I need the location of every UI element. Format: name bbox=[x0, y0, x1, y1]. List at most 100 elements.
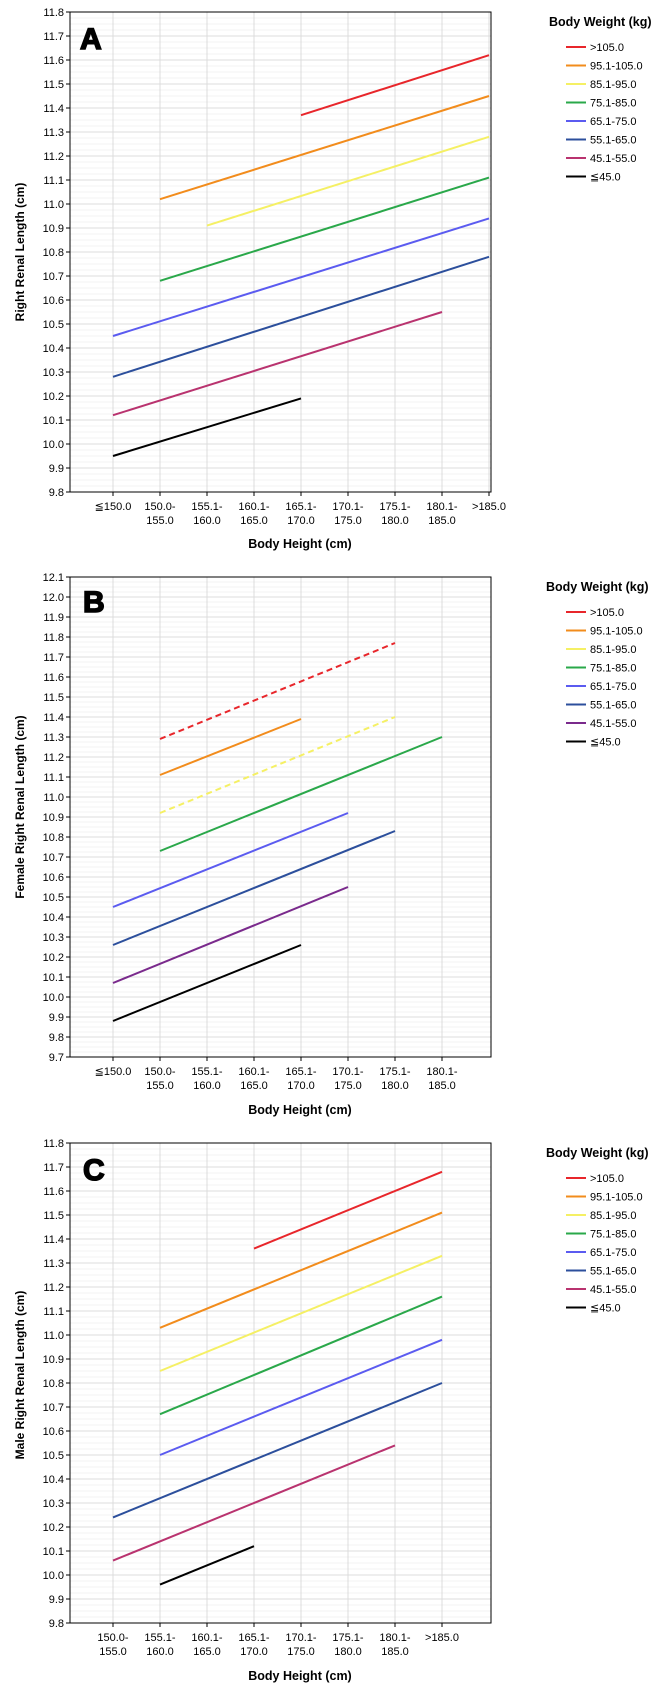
legend-label: 85.1-95.0 bbox=[590, 79, 636, 91]
x-tick-label: 170.1- bbox=[285, 1632, 317, 1644]
legend-label: 55.1-65.0 bbox=[590, 700, 636, 712]
x-tick-label: 180.0 bbox=[334, 1646, 362, 1658]
legend-label: >105.0 bbox=[590, 607, 624, 619]
series-line bbox=[112, 1382, 443, 1519]
x-axis-label: Body Height (cm) bbox=[248, 1103, 351, 1117]
y-tick-label: 10.6 bbox=[43, 1426, 64, 1438]
y-tick-label: 10.8 bbox=[43, 1378, 64, 1390]
legend-label: 75.1-85.0 bbox=[590, 663, 636, 675]
y-tick-label: 10.3 bbox=[43, 367, 64, 379]
x-tick-label: 170.1- bbox=[332, 1066, 364, 1078]
plot-frame bbox=[69, 576, 492, 1058]
y-tick-label: 9.9 bbox=[49, 463, 64, 475]
x-tick-label: 180.1- bbox=[379, 1632, 411, 1644]
x-tick-label: 180.0 bbox=[381, 515, 409, 527]
x-tick-label: >185.0 bbox=[425, 1632, 459, 1644]
y-tick-label: 10.1 bbox=[43, 1546, 64, 1558]
x-tick-label: 185.0 bbox=[428, 515, 456, 527]
y-tick-label: 11.5 bbox=[43, 79, 64, 91]
x-tick-label: 165.0 bbox=[240, 515, 268, 527]
x-tick-label: 170.0 bbox=[240, 1646, 268, 1658]
series-line bbox=[159, 1295, 443, 1416]
legend-label: 95.1-105.0 bbox=[590, 61, 643, 73]
y-tick-label: 11.0 bbox=[43, 199, 64, 211]
series-line bbox=[159, 736, 443, 852]
y-tick-label: 10.5 bbox=[43, 319, 64, 331]
y-tick-label: 11.9 bbox=[43, 612, 64, 624]
y-tick-label: 10.0 bbox=[43, 992, 64, 1004]
y-tick-label: 9.8 bbox=[49, 487, 64, 499]
y-tick-label: 11.5 bbox=[43, 1210, 64, 1222]
x-tick-label: 160.1- bbox=[238, 501, 270, 513]
series-line bbox=[112, 944, 302, 1022]
y-tick-label: 10.2 bbox=[43, 952, 64, 964]
x-tick-label: 155.1- bbox=[191, 501, 223, 513]
legend-title: Body Weight (kg) bbox=[546, 1146, 649, 1160]
x-tick-label: >185.0 bbox=[472, 501, 506, 513]
x-tick-label: ≦150.0 bbox=[95, 501, 132, 513]
y-tick-label: 9.9 bbox=[49, 1012, 64, 1024]
y-tick-label: 11.2 bbox=[43, 151, 64, 163]
x-tick-label: 170.0 bbox=[287, 1080, 315, 1092]
legend-label: 45.1-55.0 bbox=[590, 153, 636, 165]
x-tick-label: 175.0 bbox=[334, 1080, 362, 1092]
y-tick-label: 11.4 bbox=[43, 712, 64, 724]
x-tick-label: 170.1- bbox=[332, 501, 364, 513]
legend-label: 95.1-105.0 bbox=[590, 1192, 643, 1204]
x-tick-label: 165.1- bbox=[285, 1066, 317, 1078]
legend-label: 55.1-65.0 bbox=[590, 135, 636, 147]
panel-c: 9.8 9.9 10.0 10.1 10.2 10.3 10.4 10.5 10.6 10.7 10… bbox=[13, 1138, 649, 1683]
x-tick-label: 175.1- bbox=[379, 501, 411, 513]
series-line bbox=[159, 642, 396, 740]
panel-label: C bbox=[83, 1154, 105, 1187]
legend-label: >105.0 bbox=[590, 1173, 624, 1185]
x-tick-label: 160.0 bbox=[146, 1646, 174, 1658]
series-line bbox=[206, 135, 490, 227]
plot-frame bbox=[69, 11, 492, 493]
series-line bbox=[159, 1338, 443, 1456]
x-tick-label: 165.0 bbox=[240, 1080, 268, 1092]
legend-label: ≦45.0 bbox=[590, 1303, 621, 1315]
x-tick-label: 180.0 bbox=[381, 1080, 409, 1092]
legend-label: 85.1-95.0 bbox=[590, 644, 636, 656]
y-tick-label: 10.4 bbox=[43, 1474, 64, 1486]
series-line bbox=[112, 397, 302, 457]
series-line bbox=[159, 1211, 443, 1329]
x-tick-label: 185.0 bbox=[381, 1646, 409, 1658]
y-tick-label: 10.9 bbox=[43, 812, 64, 824]
y-axis-label: Male Right Renal Length (cm) bbox=[13, 1291, 27, 1460]
legend-label: 75.1-85.0 bbox=[590, 98, 636, 110]
series-line bbox=[159, 718, 302, 776]
series-line bbox=[159, 1545, 255, 1586]
plot-frame bbox=[69, 1142, 492, 1624]
y-tick-label: 10.1 bbox=[43, 415, 64, 427]
x-axis-label: Body Height (cm) bbox=[248, 1669, 351, 1683]
panel-b: 9.7 9.8 9.9 10.0 10.1 10.2 10.3 10.4 10.5 10.6 10.… bbox=[13, 572, 649, 1117]
x-axis-label: Body Height (cm) bbox=[248, 537, 351, 551]
y-tick-label: 11.0 bbox=[43, 1330, 64, 1342]
series-line bbox=[112, 830, 396, 946]
x-tick-label: 160.0 bbox=[193, 515, 221, 527]
x-tick-label: 175.0 bbox=[287, 1646, 315, 1658]
x-tick-label: ≦150.0 bbox=[95, 1066, 132, 1078]
series-line bbox=[300, 54, 490, 117]
y-tick-label: 11.3 bbox=[43, 1258, 64, 1270]
y-tick-label: 11.8 bbox=[43, 7, 64, 19]
y-tick-label: 10.7 bbox=[43, 1402, 64, 1414]
y-tick-label: 9.7 bbox=[49, 1052, 64, 1064]
y-tick-label: 11.5 bbox=[43, 692, 64, 704]
legend-label: 45.1-55.0 bbox=[590, 1284, 636, 1296]
x-tick-label: 165.0 bbox=[193, 1646, 221, 1658]
series-line bbox=[112, 311, 443, 417]
y-tick-label: 10.4 bbox=[43, 343, 64, 355]
series-line bbox=[253, 1170, 443, 1250]
y-tick-label: 10.6 bbox=[43, 295, 64, 307]
y-tick-label: 11.3 bbox=[43, 732, 64, 744]
y-tick-label: 12.1 bbox=[43, 572, 64, 584]
series-line bbox=[112, 217, 490, 337]
y-tick-label: 11.1 bbox=[43, 1306, 64, 1318]
x-tick-label: 150.0- bbox=[144, 501, 176, 513]
x-tick-label: 175.0 bbox=[334, 515, 362, 527]
y-tick-label: 10.7 bbox=[43, 271, 64, 283]
